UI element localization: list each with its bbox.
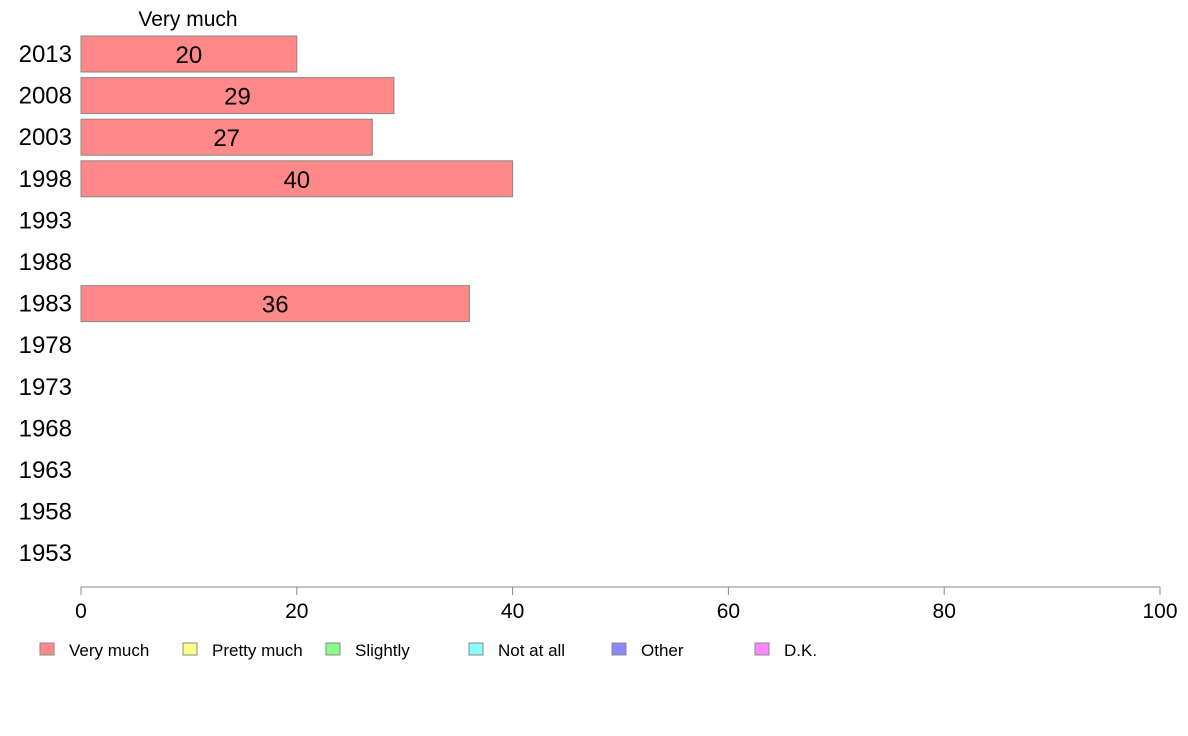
bar-2003-very-much — [80, 118, 373, 156]
bar-value-label-2003: 27 — [213, 125, 240, 152]
year-label-1958: 1958 — [19, 499, 72, 526]
year-label-1988: 1988 — [19, 249, 72, 276]
legend-swatch-d-k- — [754, 642, 770, 656]
year-label-1983: 1983 — [19, 291, 72, 318]
year-label-1998: 1998 — [19, 166, 72, 193]
legend-label-other: Other — [641, 641, 684, 660]
bar-value-label-2013: 20 — [176, 42, 203, 69]
year-label-1953: 1953 — [19, 540, 72, 567]
x-axis: 0 20 40 60 80 100 — [75, 586, 1178, 623]
x-tick-label-20: 20 — [285, 600, 308, 623]
legend-label-pretty-much: Pretty much — [212, 641, 303, 660]
x-tick-label-80: 80 — [933, 600, 956, 623]
year-label-1973: 1973 — [19, 374, 72, 401]
year-labels: 2013 2008 2003 1998 1993 1988 1983 1978 1973 1968… — [19, 41, 72, 567]
legend-swatch-very-much — [39, 642, 55, 656]
legend-swatch-pretty-much — [182, 642, 198, 656]
bar-2013-very-much — [80, 35, 298, 73]
x-tick-label-40: 40 — [501, 600, 524, 623]
bar-value-label-1983: 36 — [262, 292, 289, 319]
legend-label-slightly: Slightly — [355, 641, 410, 660]
year-label-1968: 1968 — [19, 415, 72, 442]
bar-value-label-2008: 29 — [224, 84, 251, 111]
column-header: Very much — [138, 8, 237, 31]
year-label-1963: 1963 — [19, 457, 72, 484]
year-label-1978: 1978 — [19, 332, 72, 359]
year-label-2008: 2008 — [19, 83, 72, 110]
legend-label-not-at-all: Not at all — [498, 641, 565, 660]
x-tick-label-100: 100 — [1142, 600, 1177, 623]
legend-swatch-slightly — [325, 642, 341, 656]
legend: Very much Pretty much Slightly Not at all Ot… — [39, 641, 817, 660]
legend-swatch-not-at-all — [468, 642, 484, 656]
x-tick-label-0: 0 — [75, 600, 87, 623]
bar-1983-very-much — [80, 285, 470, 323]
bar-1998-very-much — [80, 160, 514, 198]
year-label-2013: 2013 — [19, 41, 72, 68]
legend-label-d-k-: D.K. — [784, 641, 817, 660]
x-tick-label-60: 60 — [717, 600, 740, 623]
year-label-1993: 1993 — [19, 207, 72, 234]
legend-swatch-other — [611, 642, 627, 656]
year-label-2003: 2003 — [19, 124, 72, 151]
bar-2008-very-much — [80, 77, 395, 115]
bar-value-label-1998: 40 — [283, 167, 310, 194]
legend-label-very-much: Very much — [69, 641, 149, 660]
bars: 20 29 27 40 36 — [80, 35, 514, 323]
